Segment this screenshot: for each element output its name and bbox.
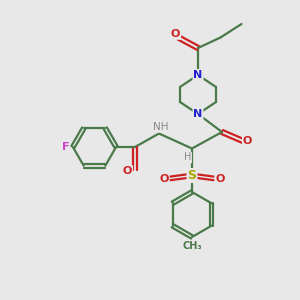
Text: H: H <box>184 152 191 163</box>
Text: N: N <box>194 70 202 80</box>
Text: O: O <box>215 173 225 184</box>
Text: N: N <box>194 109 202 119</box>
Text: F: F <box>62 142 69 152</box>
Text: O: O <box>123 166 132 176</box>
Text: S: S <box>188 169 196 182</box>
Text: O: O <box>159 173 169 184</box>
Text: O: O <box>171 29 180 39</box>
Text: CH₃: CH₃ <box>182 241 202 251</box>
Text: O: O <box>243 136 252 146</box>
Text: NH: NH <box>153 122 168 132</box>
